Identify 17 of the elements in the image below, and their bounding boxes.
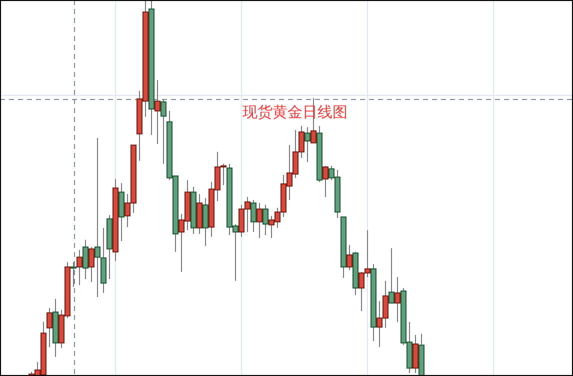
candlestick [46, 307, 52, 348]
candlestick [256, 202, 262, 239]
candlestick [154, 80, 160, 145]
candlestick [88, 246, 94, 282]
candlestick [94, 137, 100, 298]
candlestick [388, 248, 394, 304]
candlestick [262, 204, 268, 236]
candlestick [82, 239, 88, 280]
candlestick [202, 198, 208, 246]
candlestick [250, 200, 256, 232]
candlestick [76, 250, 82, 286]
candlestick [70, 262, 76, 288]
candlestick [346, 244, 352, 270]
candlestick [394, 276, 400, 322]
candlestick [322, 165, 328, 198]
candlestick [304, 126, 310, 163]
candlestick [160, 100, 166, 164]
